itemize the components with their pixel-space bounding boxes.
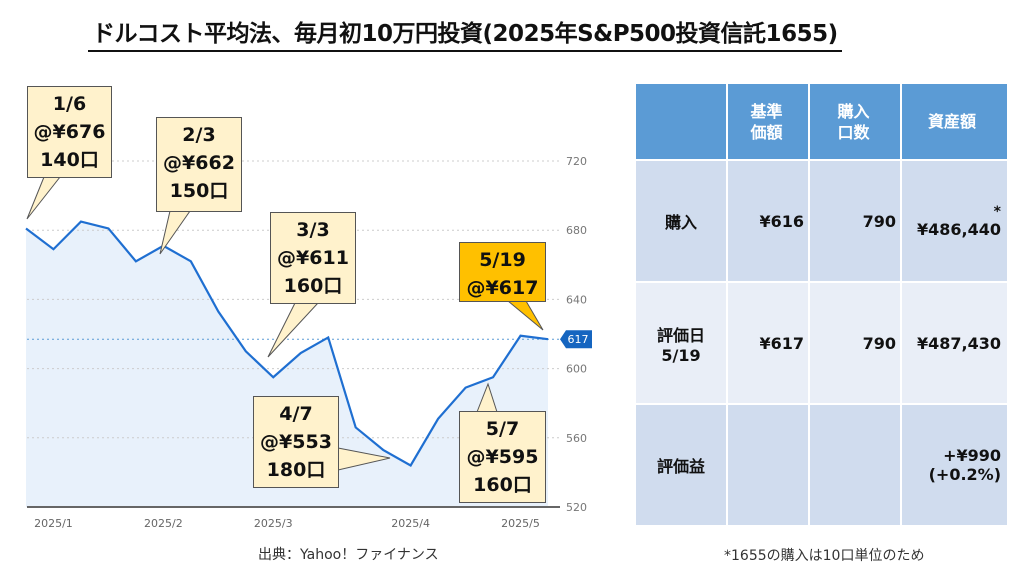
- price-line: [25, 220, 549, 467]
- x-tick-label: 2025/2: [144, 517, 183, 530]
- callout-mar: 3/3 @¥611 160口: [270, 212, 356, 304]
- row-label: 評価日 5/19: [636, 283, 726, 403]
- profit-value: +¥990: [943, 446, 1001, 465]
- callout-pointer: [506, 300, 544, 331]
- header-price: 基準 価額: [728, 84, 808, 159]
- y-tick-label: 600: [566, 363, 587, 376]
- callout-feb: 2/3 @¥662 150口: [156, 117, 242, 212]
- callout-jan: 1/6 @¥676 140口: [27, 86, 112, 178]
- x-tick-label: 2025/1: [34, 517, 73, 530]
- page-title: ドルコスト平均法、毎月初10万円投資(2025年S&P500投資信託1655): [88, 14, 842, 52]
- current-value-badge: [560, 330, 592, 349]
- area-fill: [26, 221, 548, 508]
- table-row: 評価日 5/19 ¥617 790 ¥487,430: [636, 283, 1007, 403]
- header-asset: 資産額: [902, 84, 1007, 159]
- price-cell: ¥617: [728, 283, 808, 403]
- y-tick-label: 680: [566, 224, 587, 237]
- price-chart: 720 680 640 600 560 520 2025/1 2025/2 2025/3 2025…: [25, 155, 592, 530]
- table-row: 評価益 +¥990 (+0.2%): [636, 405, 1007, 525]
- x-tick-label: 2025/3: [254, 517, 293, 530]
- y-tick-label: 560: [566, 432, 587, 445]
- row-label: 評価益: [636, 405, 726, 525]
- asset-cell: +¥990 (+0.2%): [902, 405, 1007, 525]
- row-label: 購入: [636, 161, 726, 281]
- callout-may19: 5/19 @¥617: [459, 242, 546, 302]
- asset-value: ¥486,440: [916, 219, 1001, 239]
- y-tick-label: 720: [566, 155, 587, 168]
- y-tick-label: 520: [566, 501, 587, 514]
- price-cell: ¥616: [728, 161, 808, 281]
- header-units: 購入 口数: [810, 84, 900, 159]
- current-value-label: 617: [568, 333, 589, 346]
- table-row: 購入 ¥616 790 * ¥486,440: [636, 161, 1007, 281]
- callout-apr: 4/7 @¥553 180口: [253, 396, 339, 488]
- units-cell: [810, 405, 900, 525]
- asset-cell: ¥487,430: [902, 283, 1007, 403]
- price-cell: [728, 405, 808, 525]
- summary-table: 基準 価額 購入 口数 資産額 購入 ¥616 790 * ¥486,440 評価日 5/1…: [634, 82, 1009, 527]
- callout-pointer: [26, 176, 62, 220]
- callout-pointer: [159, 210, 191, 255]
- profit-percent: (+0.2%): [928, 465, 1001, 484]
- header-empty: [636, 84, 726, 159]
- x-tick-label: 2025/5: [501, 517, 540, 530]
- units-cell: 790: [810, 161, 900, 281]
- y-tick-label: 640: [566, 293, 587, 306]
- asterisk: *: [993, 203, 1001, 220]
- x-tick-label: 2025/4: [391, 517, 430, 530]
- callout-may7: 5/7 @¥595 160口: [459, 411, 546, 503]
- footnote: *1655の購入は10口単位のため: [724, 548, 925, 564]
- asset-cell: * ¥486,440: [902, 161, 1007, 281]
- units-cell: 790: [810, 283, 900, 403]
- source-text: 出典：Yahoo！ファイナンス: [258, 547, 439, 563]
